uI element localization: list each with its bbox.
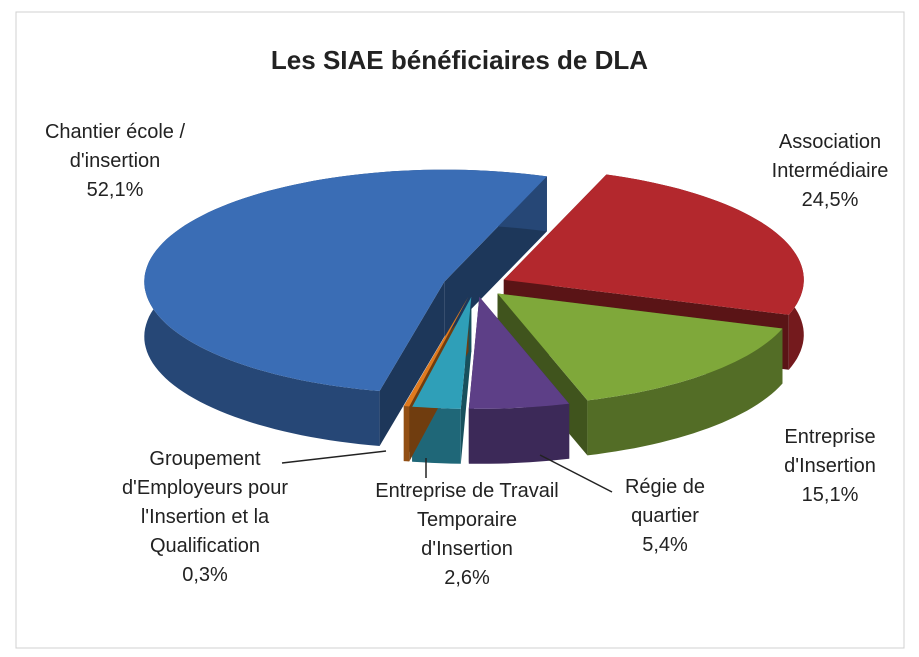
value-label: 5,4% [642, 534, 688, 556]
slice [503, 174, 804, 315]
slice-label: Entreprise d'Insertion 15,1% [760, 423, 900, 510]
slice-label: Régie de quartier 5,4% [610, 473, 720, 560]
slice-side [587, 328, 783, 456]
slice [144, 169, 547, 391]
category-label: Association Intermédiaire [771, 131, 889, 182]
slice-wall [379, 281, 445, 446]
value-label: 24,5% [801, 189, 859, 211]
value-label: 0,3% [182, 564, 228, 586]
value-label: 52,1% [86, 179, 144, 201]
slice [468, 296, 570, 409]
chart-title: Les SIAE bénéficiaires de DLA [270, 45, 649, 75]
slice [497, 293, 783, 401]
slice-label: Groupement d'Employeurs pour l'Insertion… [110, 445, 300, 590]
value-label: 15,1% [801, 484, 859, 506]
slice-label: Chantier école / d'insertion 52,1% [30, 118, 200, 205]
category-label: Entreprise de Travail Temporaire d'Inser… [375, 480, 559, 560]
slice [403, 296, 469, 407]
category-label: Chantier école / d'insertion [44, 121, 186, 172]
leader-line [539, 454, 613, 493]
category-label: Régie de quartier [624, 476, 706, 527]
category-label: Groupement d'Employeurs pour l'Insertion… [121, 448, 289, 557]
chart-frame [15, 11, 905, 649]
slice-label: Entreprise de Travail Temporaire d'Inser… [372, 477, 562, 593]
slice-side [468, 403, 570, 464]
category-label: Entreprise d'Insertion [784, 426, 876, 477]
slice-side [403, 406, 410, 462]
leader-line [281, 450, 387, 464]
slices [144, 169, 804, 464]
value-label: 2,6% [444, 567, 490, 589]
slice [412, 296, 472, 409]
slice-label: Association Intermédiaire 24,5% [745, 128, 915, 215]
